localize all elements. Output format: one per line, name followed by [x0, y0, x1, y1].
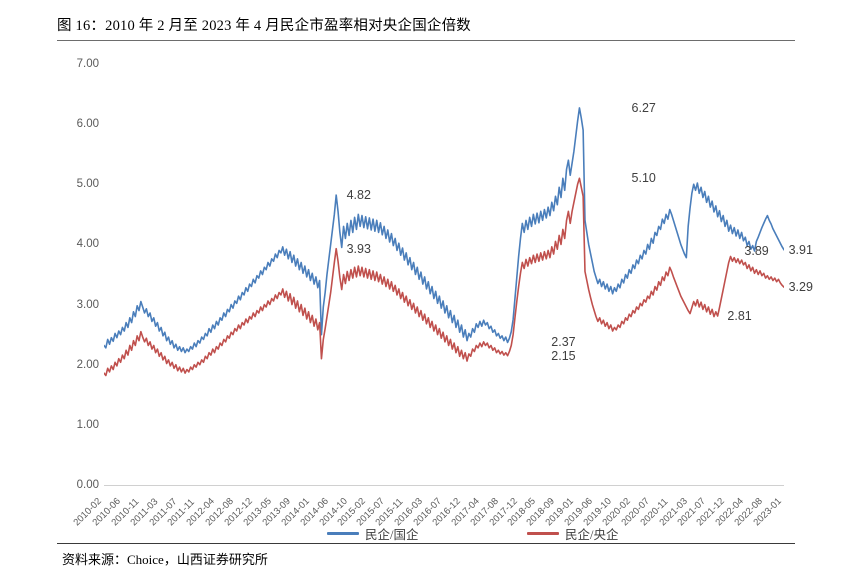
y-axis-tick-label: 0.00	[76, 479, 99, 491]
series-lines	[104, 107, 784, 377]
data-label: 4.82	[346, 188, 371, 203]
data-label: 2.15	[551, 348, 576, 363]
y-axis-tick-label: 6.00	[76, 118, 99, 131]
data-label: 3.29	[788, 280, 813, 295]
page-title: 图 16：2010 年 2 月至 2023 年 4 月民企市盈率相对央企国企倍数	[57, 18, 471, 34]
y-axis-tick-label: 4.00	[76, 238, 99, 251]
chart-container: 0.00 1.00 2.00 3.00 4.00 5.00 6.00 7.00 4.82 3.9…	[57, 52, 812, 528]
data-label: 2.81	[727, 308, 752, 323]
data-label: 3.93	[346, 241, 371, 256]
footer-divider	[57, 543, 795, 544]
data-label: 2.37	[551, 335, 576, 350]
legend-item[interactable]: 民企/央企	[527, 524, 618, 543]
plot-area	[104, 64, 784, 485]
data-label: 6.27	[631, 100, 656, 115]
legend-label: 民企/国企	[365, 528, 419, 542]
title-divider	[57, 40, 795, 41]
legend-color-swatch	[527, 532, 559, 535]
data-label: 3.89	[744, 244, 769, 259]
legend-label: 民企/央企	[565, 528, 619, 542]
data-label: 3.91	[788, 242, 813, 257]
legend-item[interactable]: 民企/国企	[327, 524, 418, 543]
y-axis-tick-label: 2.00	[76, 358, 99, 371]
series-line	[104, 107, 784, 354]
series-line	[104, 177, 784, 377]
y-axis-tick-label: 3.00	[76, 298, 99, 311]
chart-legend: 民企/国企 民企/央企	[57, 524, 795, 542]
x-axis-line	[104, 485, 784, 486]
y-axis-tick-label: 1.00	[76, 418, 99, 431]
y-axis-tick-label: 5.00	[76, 178, 99, 191]
legend-color-swatch	[327, 532, 359, 535]
data-label: 5.10	[631, 171, 656, 186]
source-note: 资料来源：Choice，山西证券研究所	[62, 552, 268, 567]
y-axis-tick-label: 7.00	[76, 58, 99, 70]
